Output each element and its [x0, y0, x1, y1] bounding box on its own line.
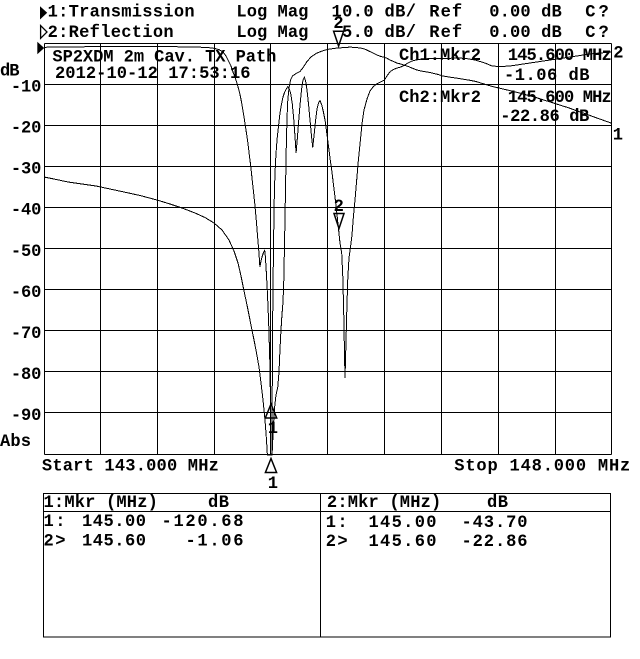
- svg-text:-22.86: -22.86: [462, 533, 528, 552]
- svg-text:10.0 dB/: 10.0 dB/: [332, 4, 417, 23]
- svg-text:2: 2: [613, 45, 623, 64]
- svg-text:0.00 dB: 0.00 dB: [489, 4, 562, 23]
- svg-text:Ch2:Mkr2: Ch2:Mkr2: [399, 89, 481, 108]
- svg-text:145.60: 145.60: [369, 533, 437, 552]
- svg-text:-1.06 dB: -1.06 dB: [504, 67, 590, 86]
- svg-text:2>: 2>: [44, 533, 66, 552]
- svg-text:Abs: Abs: [0, 433, 31, 452]
- svg-text:-80: -80: [11, 366, 42, 385]
- svg-text:Log Mag: Log Mag: [236, 24, 308, 43]
- svg-text:SP2XDM 2m Cav. TX Path: SP2XDM 2m Cav. TX Path: [52, 48, 276, 67]
- svg-text:1: 1: [268, 420, 278, 439]
- svg-text:-50: -50: [11, 243, 42, 262]
- svg-text:145.60: 145.60: [82, 533, 146, 552]
- svg-text:-20: -20: [11, 120, 42, 139]
- svg-text:145.00: 145.00: [369, 514, 437, 533]
- svg-text:1:Transmission: 1:Transmission: [48, 4, 195, 23]
- svg-text:1: 1: [613, 127, 623, 146]
- svg-text:Log Mag: Log Mag: [236, 4, 308, 23]
- svg-text:Ref: Ref: [429, 24, 462, 43]
- svg-text:Stop 148.000 MHz: Stop 148.000 MHz: [454, 457, 630, 476]
- svg-text:dB: dB: [208, 494, 229, 513]
- svg-text:1: 1: [268, 475, 278, 494]
- svg-text:145.600 MHz: 145.600 MHz: [508, 47, 612, 66]
- svg-text:-70: -70: [11, 325, 42, 344]
- svg-text:-60: -60: [11, 284, 42, 303]
- svg-text:dB: dB: [487, 494, 508, 513]
- svg-text:2: 2: [333, 15, 343, 34]
- svg-text:-22.86 dB: -22.86 dB: [500, 108, 589, 127]
- svg-text:1:: 1:: [326, 514, 348, 533]
- svg-text:2: 2: [334, 198, 344, 217]
- svg-text:-10: -10: [11, 79, 42, 98]
- svg-text:Ref: Ref: [429, 4, 462, 23]
- svg-text:-43.70: -43.70: [462, 514, 528, 533]
- svg-text:Ch1:Mkr2: Ch1:Mkr2: [399, 47, 481, 66]
- svg-text:2:Mkr (MHz): 2:Mkr (MHz): [327, 494, 441, 513]
- svg-text:dB: dB: [0, 63, 20, 82]
- svg-text:-30: -30: [11, 161, 42, 180]
- svg-text:2>: 2>: [326, 533, 348, 552]
- svg-text:145.600 MHz: 145.600 MHz: [508, 89, 612, 108]
- svg-text:145.00: 145.00: [82, 513, 146, 532]
- svg-text:2012-10-12 17:53:16: 2012-10-12 17:53:16: [55, 65, 251, 84]
- svg-text:-90: -90: [11, 407, 42, 426]
- svg-text:1:: 1:: [44, 513, 66, 532]
- svg-text:Start 143.000 MHz: Start 143.000 MHz: [42, 457, 219, 476]
- svg-text:5.0 dB/: 5.0 dB/: [342, 24, 416, 43]
- svg-text:-40: -40: [11, 202, 42, 221]
- svg-text:-120.68: -120.68: [162, 513, 244, 532]
- svg-text:-1.06: -1.06: [186, 533, 244, 552]
- svg-text:2:Reflection: 2:Reflection: [48, 24, 174, 43]
- svg-text:1:Mkr (MHz): 1:Mkr (MHz): [44, 494, 158, 513]
- svg-text:0.00 dB: 0.00 dB: [489, 24, 562, 43]
